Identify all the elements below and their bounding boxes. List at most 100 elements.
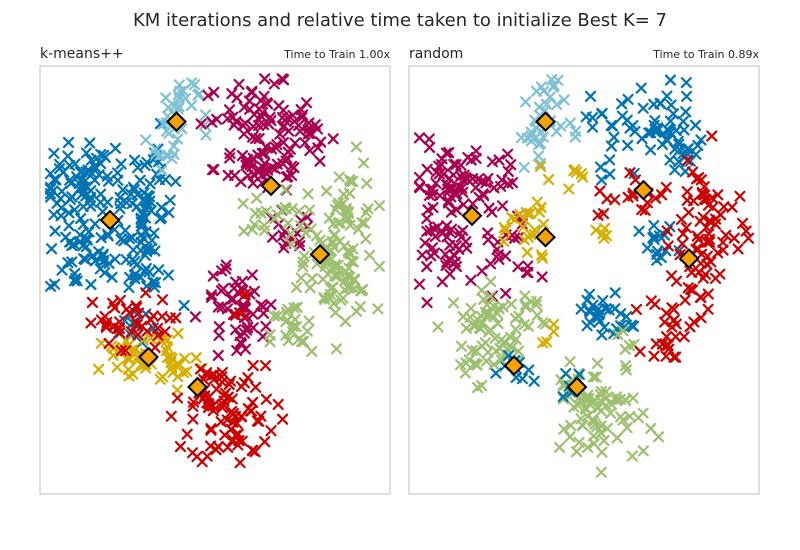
data-point xyxy=(247,359,259,372)
data-point xyxy=(427,188,439,200)
cluster-centers xyxy=(99,111,331,398)
data-point xyxy=(171,392,184,404)
cluster-center-marker xyxy=(566,376,588,398)
data-point xyxy=(254,165,266,177)
data-point xyxy=(520,299,532,311)
data-point xyxy=(536,249,548,261)
data-point xyxy=(541,98,553,110)
data-point xyxy=(111,361,123,373)
data-point xyxy=(237,197,249,210)
data-point xyxy=(685,283,697,295)
data-point xyxy=(573,436,585,448)
data-point xyxy=(471,359,483,371)
data-point xyxy=(449,256,461,268)
data-point xyxy=(703,236,716,248)
data-point xyxy=(500,287,512,299)
data-point xyxy=(332,200,344,212)
data-point xyxy=(224,152,236,164)
data-point xyxy=(444,239,456,251)
data-point xyxy=(145,314,157,326)
data-point xyxy=(170,312,182,324)
data-point xyxy=(259,73,271,85)
data-point xyxy=(521,246,533,259)
data-point xyxy=(563,183,575,195)
data-point xyxy=(604,407,617,419)
cluster-center-marker xyxy=(99,209,121,231)
data-point xyxy=(157,371,169,383)
data-point xyxy=(120,254,132,266)
data-point xyxy=(293,119,305,132)
data-point xyxy=(212,349,224,362)
data-point xyxy=(140,134,152,146)
data-point xyxy=(97,248,109,260)
data-point xyxy=(131,189,143,201)
data-point xyxy=(280,316,292,328)
data-point xyxy=(457,198,470,211)
data-point xyxy=(680,90,693,102)
data-point xyxy=(433,160,445,172)
data-point xyxy=(373,260,386,272)
data-point xyxy=(677,115,689,128)
data-point xyxy=(207,270,219,282)
data-point xyxy=(203,391,215,403)
data-point xyxy=(230,276,242,288)
data-point xyxy=(81,234,93,246)
data-point xyxy=(636,204,648,216)
data-point xyxy=(282,334,294,347)
data-point xyxy=(174,440,187,453)
data-point xyxy=(625,319,637,331)
data-point xyxy=(101,228,114,240)
data-point xyxy=(317,273,329,285)
data-point xyxy=(111,167,124,179)
data-point xyxy=(162,269,174,281)
data-point xyxy=(119,345,132,357)
data-point xyxy=(278,242,290,254)
data-point xyxy=(156,164,168,177)
data-point xyxy=(63,207,75,219)
data-point xyxy=(619,394,632,406)
data-point xyxy=(630,303,643,316)
data-point xyxy=(233,78,245,90)
data-point xyxy=(486,206,498,218)
data-point xyxy=(69,204,81,216)
data-point xyxy=(595,427,607,439)
data-point xyxy=(608,131,620,143)
data-point xyxy=(140,195,152,207)
data-point xyxy=(277,157,289,170)
data-point xyxy=(347,256,359,268)
data-point xyxy=(504,331,517,343)
data-point xyxy=(330,270,342,282)
data-point xyxy=(537,218,550,230)
data-point xyxy=(149,277,162,289)
data-point xyxy=(344,175,356,188)
data-point xyxy=(119,224,131,237)
data-point xyxy=(498,235,510,248)
data-point xyxy=(236,338,248,350)
data-point xyxy=(598,435,610,447)
data-point xyxy=(55,202,68,214)
data-point xyxy=(295,272,307,284)
data-point xyxy=(581,320,593,332)
data-point xyxy=(225,293,237,305)
data-point xyxy=(720,229,732,241)
data-point xyxy=(645,295,657,307)
cluster-center-marker xyxy=(633,179,654,201)
data-point xyxy=(239,288,251,300)
data-point xyxy=(460,236,472,248)
data-point xyxy=(258,90,270,102)
data-point xyxy=(168,140,180,152)
data-point xyxy=(421,261,433,273)
data-point xyxy=(594,185,606,197)
data-point xyxy=(293,236,305,248)
data-point xyxy=(305,127,317,140)
data-point xyxy=(669,164,681,176)
data-point xyxy=(679,294,691,306)
data-point xyxy=(626,450,638,462)
data-point xyxy=(344,219,356,231)
data-point xyxy=(651,245,664,257)
data-point xyxy=(363,249,376,261)
data-point xyxy=(558,94,570,106)
data-point xyxy=(177,367,190,379)
data-point xyxy=(272,398,284,411)
data-point xyxy=(356,217,368,229)
